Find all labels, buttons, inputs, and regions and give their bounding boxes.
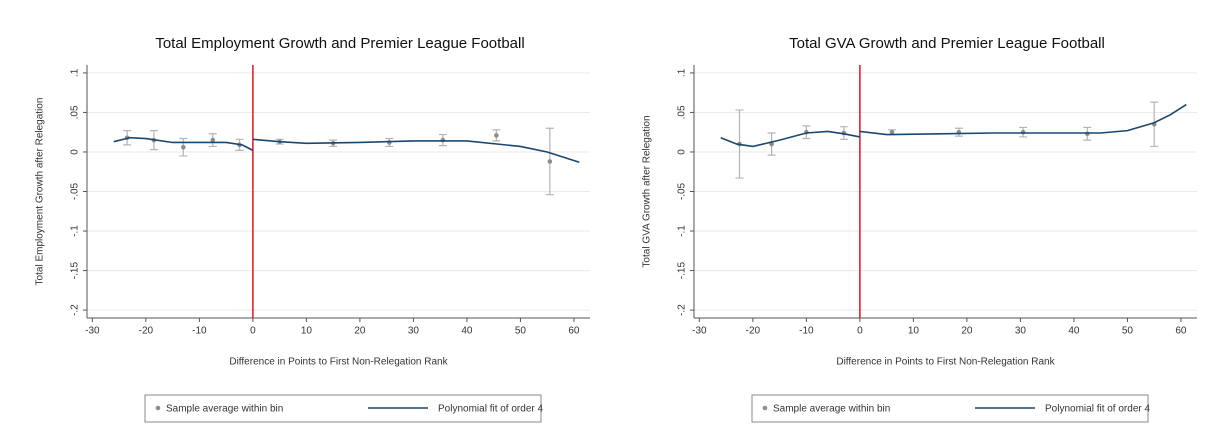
x-tick-label: -10 (799, 326, 814, 337)
chart: Total GVA Growth and Premier League Foot… (642, 35, 1197, 423)
x-tick-label: 60 (568, 326, 580, 337)
fit-line (720, 103, 1187, 148)
x-tick-label: 20 (961, 326, 973, 337)
x-tick-label: -30 (85, 326, 100, 337)
y-tick-label: .05 (70, 105, 81, 119)
x-tick-label: 30 (408, 326, 420, 337)
y-tick-label: .1 (70, 68, 81, 77)
y-tick-label: 0 (70, 149, 81, 155)
x-tick-label: -20 (746, 326, 761, 337)
x-tick-label: -30 (692, 326, 707, 337)
y-tick-label: .05 (677, 105, 688, 119)
y-tick-label: 0 (677, 149, 688, 155)
legend-box (144, 394, 542, 423)
x-tick-label: 50 (1122, 326, 1134, 337)
y-tick-label: -.2 (70, 304, 81, 316)
x-tick-label: 20 (354, 326, 366, 337)
y-tick-label: -.15 (677, 262, 688, 280)
y-tick-label: -.2 (677, 304, 688, 316)
x-tick-label: 50 (515, 326, 527, 337)
data-point (494, 133, 499, 138)
x-axis-label: Difference in Points to First Non-Relega… (836, 357, 1055, 368)
data-point (889, 129, 895, 135)
y-tick-label: -.05 (70, 182, 81, 200)
x-tick-label: 10 (301, 326, 313, 337)
y-tick-label: -.05 (677, 182, 688, 200)
fit-line (113, 136, 580, 164)
x-tick-label: 40 (1068, 326, 1080, 337)
chart-title: Total GVA Growth and Premier League Foot… (789, 35, 1105, 52)
legend: Sample average within bin Polynomial fit … (751, 394, 1150, 423)
x-tick-label: 40 (461, 326, 473, 337)
legend-box (751, 394, 1149, 423)
y-axis-label: Total Employment Growth after Relegation (35, 98, 46, 286)
y-tick-label: -.1 (70, 225, 81, 237)
x-tick-label: 0 (857, 326, 863, 337)
x-tick-label: 10 (908, 326, 920, 337)
legend-symbol (155, 405, 161, 411)
chart: Total Employment Growth and Premier Leag… (35, 35, 590, 423)
x-tick-label: 30 (1015, 326, 1027, 337)
chart-title: Total Employment Growth and Premier Leag… (155, 35, 524, 52)
legend-label: Sample average within bin (166, 404, 283, 415)
data-point (547, 159, 553, 164)
legend-symbol (762, 405, 768, 411)
legend: Sample average within bin Polynomial fit … (144, 394, 543, 423)
x-tick-label: -20 (139, 326, 154, 337)
y-tick-label: -.1 (677, 225, 688, 237)
x-tick-label: 60 (1175, 326, 1187, 337)
y-tick-label: .1 (677, 68, 688, 77)
legend-label: Polynomial fit of order 4 (1045, 404, 1150, 415)
legend-label: Sample average within bin (773, 404, 890, 415)
y-tick-label: -.15 (70, 262, 81, 280)
x-axis-label: Difference in Points to First Non-Relega… (229, 357, 448, 368)
x-tick-label: 0 (250, 326, 256, 337)
data-point (210, 137, 216, 143)
y-axis-label: Total GVA Growth after Relegation (642, 115, 653, 267)
data-point (181, 144, 186, 150)
x-tick-label: -10 (192, 326, 207, 337)
legend-label: Polynomial fit of order 4 (438, 404, 543, 415)
